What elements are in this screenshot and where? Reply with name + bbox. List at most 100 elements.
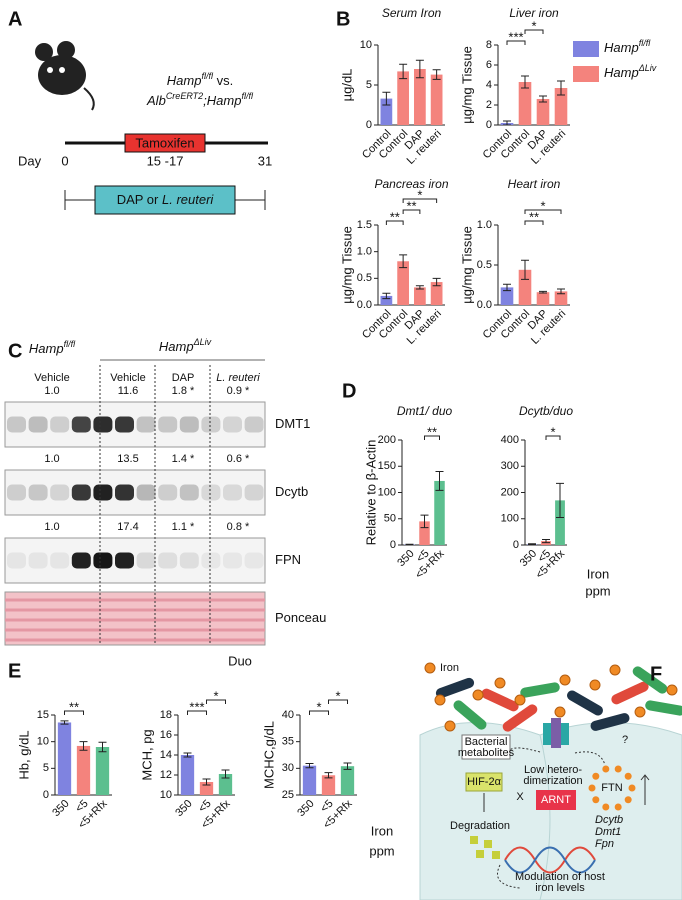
bar (414, 287, 426, 305)
blot-band (71, 484, 91, 501)
significance-label: * (316, 699, 321, 714)
iron-dot (554, 706, 566, 718)
significance-bracket (506, 40, 526, 45)
allele: fl/fl (639, 38, 652, 48)
bar (554, 88, 568, 125)
y-tick-label: 0.5 (477, 259, 492, 271)
y-tick-label: 0 (43, 789, 49, 801)
significance-bracket (524, 29, 544, 34)
blot-band (28, 416, 48, 433)
significance-label: * (417, 187, 422, 202)
error-bar (503, 120, 511, 126)
ftn-dot (592, 796, 600, 804)
bar (555, 500, 565, 545)
y-tick-label: 12 (160, 769, 172, 781)
ftn-dot (588, 784, 596, 792)
blot-band (201, 552, 221, 569)
y-tick-label: 300 (501, 460, 519, 472)
panel-label: A (8, 8, 22, 30)
error-bar (557, 80, 565, 96)
error-bar (405, 543, 414, 546)
bacterium (435, 677, 475, 699)
bar (397, 71, 409, 125)
ratio-label: 1.4 * (172, 453, 195, 465)
blot-frame (4, 469, 266, 516)
y-tick-label: 100 (378, 486, 396, 498)
mouse-eye (47, 67, 53, 73)
y-axis-label: MCH, pg (139, 729, 154, 780)
error-bar (542, 538, 550, 544)
y-tick-label: 150 (378, 460, 396, 472)
bar (414, 69, 426, 125)
iron-dot (589, 679, 601, 691)
iron-dot (634, 706, 646, 718)
modulation-label: iron levels (535, 882, 585, 894)
blot-band (201, 416, 221, 433)
ftn-dot (602, 803, 610, 811)
blot-band (136, 416, 156, 433)
bacterium (520, 682, 560, 698)
bacterium (502, 704, 538, 732)
ftn-dot (614, 803, 622, 811)
allele: ΔLiv (638, 63, 657, 73)
y-tick-label: 15 (37, 709, 49, 721)
allele: fl/fl (201, 71, 214, 81)
error-bar (503, 283, 511, 292)
bacterium (453, 700, 487, 730)
error-bar (432, 277, 441, 287)
error-bar (202, 778, 211, 786)
bacterium (611, 681, 649, 705)
degradation-square (476, 850, 484, 858)
day-tick: 15 -17 (147, 153, 184, 168)
x-axis-label: ppm (585, 583, 610, 598)
bar (218, 774, 233, 795)
blot-band (179, 484, 199, 501)
bar (397, 261, 409, 305)
error-bar (98, 741, 107, 753)
x-tick-label: 350 (395, 548, 416, 569)
y-tick-label: 200 (378, 434, 396, 446)
x-tick-label: 350 (173, 798, 194, 819)
metabolite-label: Bacterial (465, 736, 508, 748)
bar (518, 82, 532, 125)
bar (95, 747, 110, 795)
error-bar (556, 482, 564, 518)
gene: Hamp (29, 341, 64, 356)
ftn-dot (624, 796, 632, 804)
significance-label: *** (189, 699, 204, 714)
error-bar (60, 720, 69, 725)
x-axis-label: ppm (369, 843, 394, 858)
transporter-core (551, 718, 561, 748)
significance-label: ** (529, 209, 539, 224)
y-tick-label: 400 (501, 434, 519, 446)
legend-entry: HampΔLiv (604, 63, 657, 80)
gene-label: Dmt1 (595, 826, 621, 838)
ftn-dot (628, 784, 636, 792)
text: vs. (213, 73, 233, 88)
dimer-label: dimerization (523, 775, 582, 787)
y-tick-label: 100 (501, 513, 519, 525)
error-bar (432, 69, 441, 80)
tamoxifen-box (124, 133, 206, 153)
decorations (4, 41, 682, 900)
error-bar (343, 762, 352, 770)
chart-title: Dcytb/duo (519, 404, 573, 418)
ratio-label: 1.1 * (172, 521, 195, 533)
y-tick-label: 0 (486, 119, 492, 131)
ratio-label: 1.0 (44, 453, 59, 465)
y-axis-label: MCHC,g/dL (261, 721, 276, 789)
mouse-tail (83, 87, 95, 111)
y-axis-label: Relative to β-Actin (363, 440, 378, 546)
degradation-square (484, 840, 492, 848)
error-bar (399, 63, 408, 80)
error-bar (539, 95, 547, 103)
significance-bracket (328, 699, 348, 704)
blot-band (93, 416, 113, 433)
y-axis-label: Hb, g/dL (16, 730, 31, 779)
y-tick-label: 1.5 (357, 219, 372, 231)
error-bar (521, 75, 529, 89)
significance-label: * (335, 688, 340, 703)
significance-label: * (550, 424, 555, 439)
blot-band (7, 484, 26, 501)
iron-dot (666, 684, 678, 696)
